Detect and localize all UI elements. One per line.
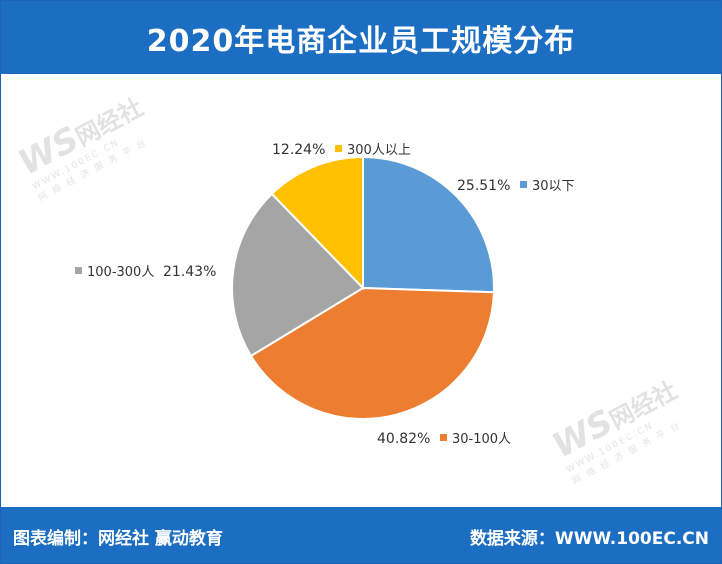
slice-label: 12.24% 300人以上 — [272, 142, 411, 158]
legend-swatch — [335, 145, 342, 152]
slice-value-label: 12.24% — [272, 142, 325, 158]
footer-bar: 图表编制：网经社 赢动教育 数据来源：WWW.100EC.CN — [1, 507, 721, 563]
pie-slice — [270, 155, 364, 291]
legend-swatch — [75, 267, 82, 274]
pie-chart: 25.51% 30以下 40.82% 30-100人 21.43% 100-300人 12.… — [75, 142, 575, 447]
slice-label: 21.43% 100-300人 — [75, 264, 216, 280]
slice-category-label: 100-300人 — [87, 265, 154, 280]
slice-value-label: 25.51% — [457, 178, 510, 194]
legend-swatch — [520, 181, 527, 188]
pie-slice — [231, 192, 365, 358]
pie-slice — [249, 286, 495, 420]
page-title: 2020年电商企业员工规模分布 — [146, 23, 576, 59]
slice-label: 40.82% 30-100人 — [377, 431, 511, 447]
slice-category-label: 30-100人 — [452, 432, 511, 447]
header-bar: 2020年电商企业员工规模分布 — [1, 1, 721, 74]
legend-swatch — [440, 434, 447, 441]
slice-category-label: 300人以上 — [347, 143, 411, 158]
footer-credits: 图表编制：网经社 赢动教育 — [13, 529, 223, 549]
slice-value-label: 21.43% — [163, 264, 216, 280]
slice-label: 25.51% 30以下 — [457, 178, 575, 194]
footer-source: 数据来源：WWW.100EC.CN — [469, 529, 709, 549]
slice-category-label: 30以下 — [532, 179, 575, 194]
slice-value-label: 40.82% — [377, 431, 430, 447]
pie-slice — [362, 155, 495, 294]
